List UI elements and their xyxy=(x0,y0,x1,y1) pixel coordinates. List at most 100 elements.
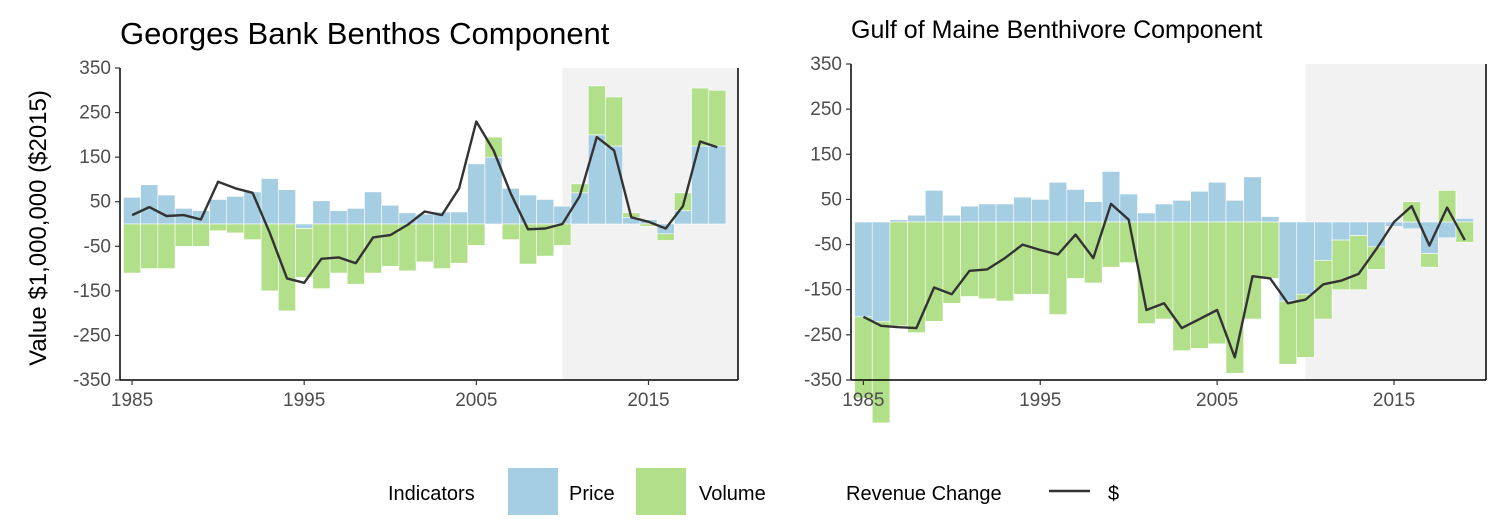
x-tick-label: 1995 xyxy=(283,390,325,411)
volume-bar xyxy=(467,223,486,246)
volume-bar xyxy=(1084,221,1103,284)
y-tick-label: 250 xyxy=(79,103,111,124)
volume-bar xyxy=(415,223,434,263)
y-tick-label: 350 xyxy=(810,54,842,75)
legend-revenue-title: Revenue Change xyxy=(846,483,1002,505)
volume-bar xyxy=(1367,246,1386,270)
price-bar xyxy=(450,211,469,225)
legend-price-swatch xyxy=(508,468,558,515)
price-bar xyxy=(854,221,873,318)
legend-volume-label: Volume xyxy=(699,483,766,505)
volume-bar xyxy=(1048,221,1068,315)
price-bar xyxy=(1367,221,1386,248)
price-bar xyxy=(1137,212,1156,223)
price-bar xyxy=(889,219,908,223)
volume-bar xyxy=(157,223,176,269)
volume-bar xyxy=(123,223,141,274)
price-bar xyxy=(1261,216,1280,223)
x-tick-label: 1985 xyxy=(111,390,153,411)
volume-bar xyxy=(209,223,228,231)
volume-bar xyxy=(1190,221,1209,349)
price-bar xyxy=(1225,200,1244,223)
volume-bar xyxy=(295,228,314,278)
volume-bar xyxy=(978,221,997,300)
price-bar xyxy=(995,203,1015,223)
price-bar xyxy=(1154,203,1174,223)
x-tick-label: 2015 xyxy=(1373,390,1415,411)
y-tick-label: -350 xyxy=(804,370,842,391)
price-bar xyxy=(1013,196,1032,223)
volume-bar xyxy=(1013,221,1032,295)
y-tick-label: -250 xyxy=(73,325,111,346)
volume-bar xyxy=(278,223,296,312)
price-bar xyxy=(691,145,710,225)
price-bar xyxy=(1101,171,1121,223)
y-tick-label: -150 xyxy=(73,281,111,302)
price-bar xyxy=(871,221,891,322)
price-bar xyxy=(312,200,331,225)
y-tick-label: 150 xyxy=(810,144,842,165)
volume-bar xyxy=(398,223,417,272)
legend-volume-swatch xyxy=(636,468,686,515)
y-tick-label: -50 xyxy=(84,236,111,257)
price-bar xyxy=(346,208,365,225)
x-tick-label: 2005 xyxy=(455,390,497,411)
price-bar xyxy=(209,199,228,225)
price-bar xyxy=(1066,189,1085,223)
price-bar xyxy=(1331,221,1351,241)
volume-bar xyxy=(192,223,210,247)
price-bar xyxy=(123,196,141,225)
x-tick-label: 1995 xyxy=(1019,390,1061,411)
volume-bar xyxy=(1225,221,1244,374)
price-bar xyxy=(1119,193,1138,223)
volume-bar xyxy=(605,96,623,147)
legend-indicators-title: Indicators xyxy=(388,483,475,505)
volume-bar xyxy=(140,223,159,269)
y-tick-label: 50 xyxy=(90,192,111,213)
volume-bar xyxy=(1296,293,1315,358)
volume-bar xyxy=(708,89,727,147)
y-tick-label: -350 xyxy=(73,370,111,391)
volume-bar xyxy=(924,221,944,322)
volume-bar xyxy=(960,221,979,297)
price-bar xyxy=(278,189,296,225)
volume-bar xyxy=(889,221,908,327)
y-tick-label: 350 xyxy=(79,58,111,79)
chart-title: Georges Bank Benthos Component xyxy=(120,16,610,51)
price-bar xyxy=(924,190,944,223)
volume-bar xyxy=(1420,253,1439,268)
price-bar xyxy=(536,199,555,225)
volume-bar xyxy=(570,183,589,194)
volume-bar xyxy=(501,223,520,240)
price-bar xyxy=(140,184,159,225)
y-axis-label: Value $1,000,000 ($2015) xyxy=(25,90,52,366)
y-tick-label: -250 xyxy=(804,325,842,346)
price-bar xyxy=(1296,221,1315,295)
y-tick-label: 250 xyxy=(810,99,842,120)
volume-bar xyxy=(1066,221,1085,279)
price-bar xyxy=(1084,201,1103,223)
volume-bar xyxy=(656,233,675,241)
panel-gulf-of-maine: Gulf of Maine Benthivore Component 350 250… xyxy=(804,16,1487,424)
volume-bar xyxy=(587,85,606,136)
volume-bar xyxy=(854,316,873,399)
volume-bar xyxy=(243,223,262,240)
price-bar xyxy=(1314,221,1333,261)
volume-bar xyxy=(1349,235,1368,291)
volume-bar xyxy=(312,223,331,289)
volume-bar xyxy=(174,223,193,247)
price-bar xyxy=(398,212,417,225)
price-bar xyxy=(1437,221,1457,239)
price-bar xyxy=(1455,218,1474,223)
volume-bar xyxy=(553,223,572,246)
price-bar xyxy=(587,134,606,225)
x-tick-label: 1985 xyxy=(842,390,884,411)
price-bar xyxy=(295,223,314,229)
y-tick-label: 150 xyxy=(79,147,111,168)
volume-bar xyxy=(1455,221,1474,243)
price-bar xyxy=(1349,221,1368,236)
legend-price-label: Price xyxy=(569,483,615,505)
price-bar xyxy=(1207,181,1227,223)
price-bar xyxy=(1278,221,1298,302)
volume-bar xyxy=(329,223,348,274)
